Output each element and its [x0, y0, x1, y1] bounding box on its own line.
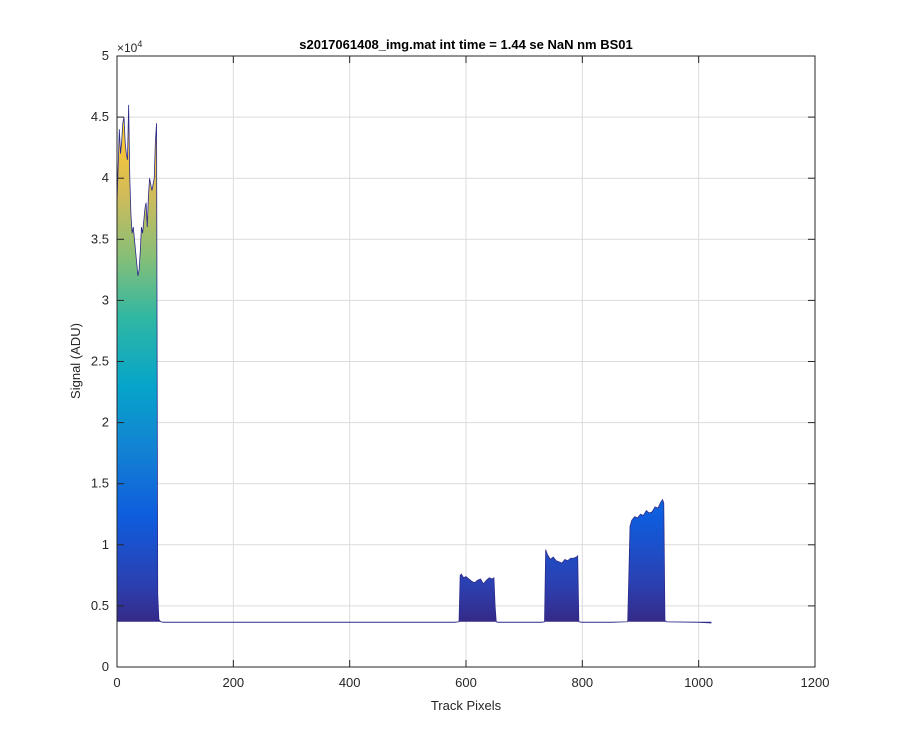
y-tick-label: 2 [102, 415, 109, 430]
y-tick-label: 3.5 [91, 231, 109, 246]
x-tick-label: 1000 [684, 675, 713, 690]
x-tick-label: 800 [571, 675, 593, 690]
x-tick-label: 1200 [801, 675, 830, 690]
y-axis-ticks: 0 0.5 1 1.5 2 2.5 3 3.5 4 4.5 5 [91, 48, 815, 674]
y-exponent-label: ×104 [117, 39, 142, 55]
y-tick-label: 1.5 [91, 476, 109, 491]
chart-title: s2017061408_img.mat int time = 1.44 se N… [299, 37, 633, 52]
x-tick-label: 600 [455, 675, 477, 690]
y-tick-label: 3 [102, 292, 109, 307]
y-tick-label: 2.5 [91, 354, 109, 369]
y-tick-label: 0 [102, 659, 109, 674]
y-tick-label: 4 [102, 170, 109, 185]
y-tick-label: 0.5 [91, 598, 109, 613]
y-tick-label: 1 [102, 537, 109, 552]
y-tick-label: 5 [102, 48, 109, 63]
y-tick-label: 4.5 [91, 109, 109, 124]
x-axis-label: Track Pixels [431, 698, 502, 713]
x-axis-ticks: 0 200 400 600 800 1000 1200 [113, 56, 829, 690]
signal-outline [116, 104, 712, 624]
signal-area [117, 104, 712, 624]
x-tick-label: 200 [222, 675, 244, 690]
x-tick-label: 400 [339, 675, 361, 690]
grid-lines [117, 56, 815, 667]
x-tick-label: 0 [113, 675, 120, 690]
y-axis-label: Signal (ADU) [68, 323, 83, 399]
